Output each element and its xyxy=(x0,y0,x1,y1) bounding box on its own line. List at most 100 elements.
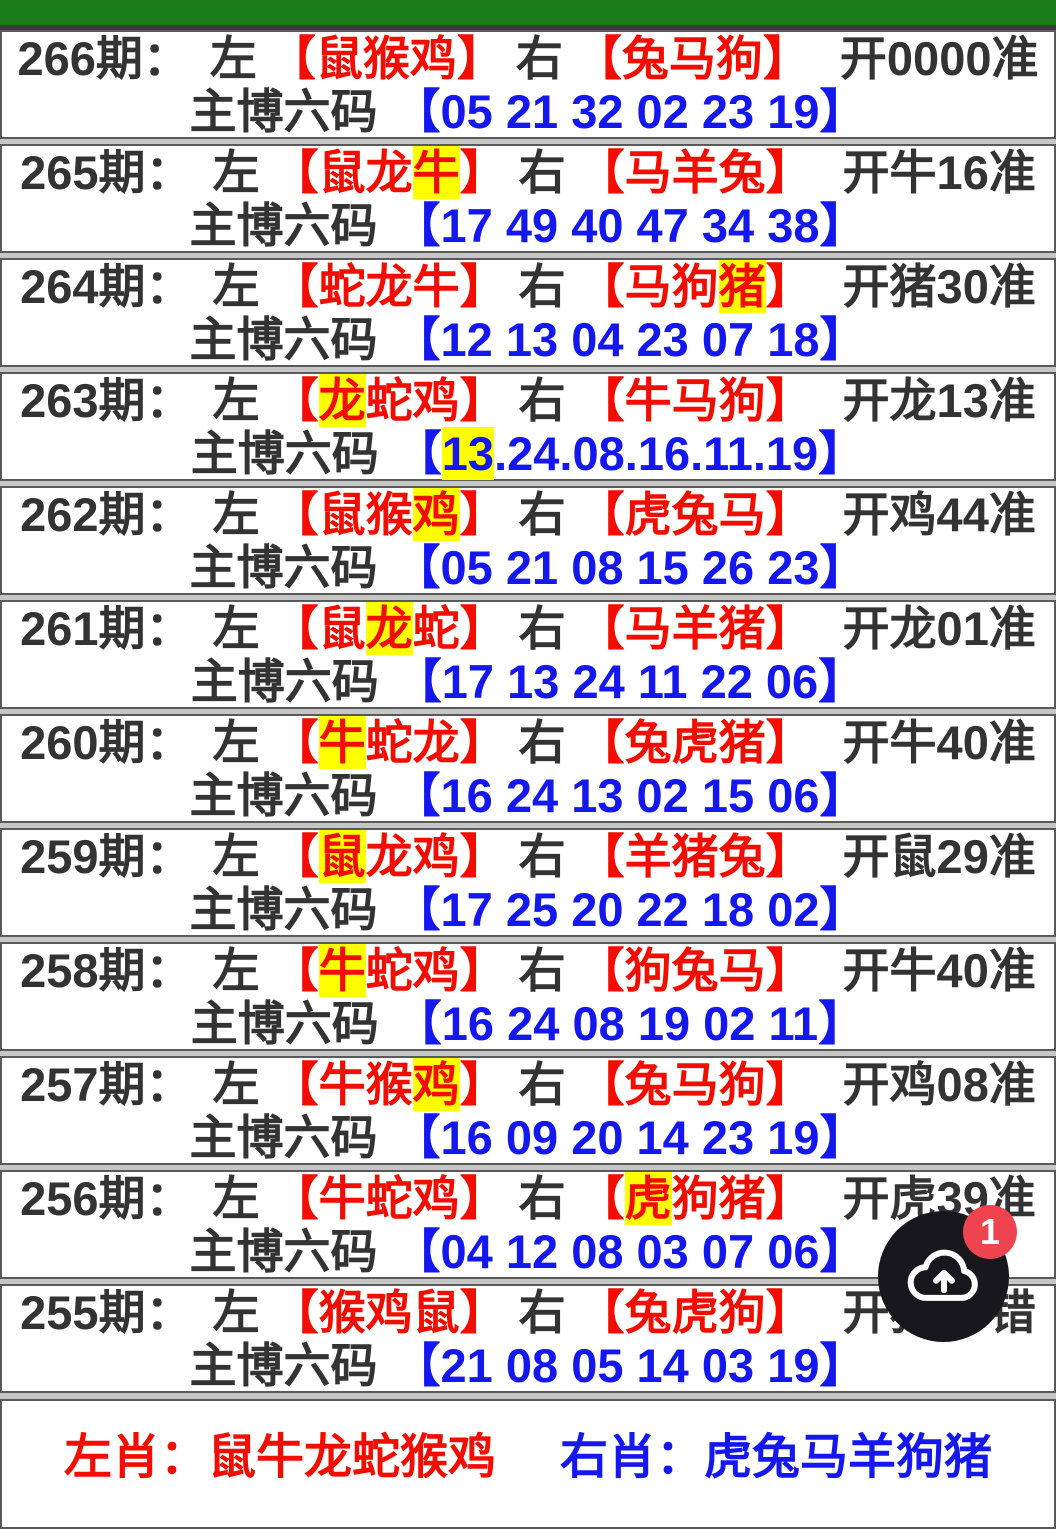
period-label: 264期： xyxy=(20,259,193,313)
right-zodiac-group: 【狗兔马】 xyxy=(577,943,813,997)
footer-summary: 左肖：鼠牛龙蛇猴鸡 右肖：虎兔马羊狗猪 xyxy=(0,1399,1056,1529)
right-label: 右 xyxy=(518,487,566,541)
period-label: 260期： xyxy=(20,715,193,769)
row-line-2: 主博六码 【17 13 24 11 22 06】 xyxy=(2,655,1054,708)
codes-group: 【16 09 20 14 23 19】 xyxy=(393,1110,867,1164)
codes-group: 【21 08 05 14 03 19】 xyxy=(393,1338,867,1392)
notification-badge: 1 xyxy=(963,1205,1017,1259)
row-line-2: 主博六码 【12 13 04 23 07 18】 xyxy=(2,313,1054,366)
codes-label: 主博六码 xyxy=(190,996,379,1050)
period-label: 256期： xyxy=(20,1171,193,1225)
row-line-1: 262期： 左 【鼠猴鸡】 右 【虎兔马】 开鸡44准 xyxy=(2,487,1054,541)
codes-group: 【16 24 13 02 15 06】 xyxy=(393,768,867,822)
cloud-upload-icon xyxy=(907,1249,978,1301)
codes-label: 主博六码 xyxy=(189,1110,378,1164)
left-zodiac-group: 【龙蛇鸡】 xyxy=(271,373,507,427)
row-line-1: 264期： 左 【蛇龙牛】 右 【马狗猪】 开猪30准 xyxy=(2,259,1054,313)
left-label: 左 xyxy=(212,601,260,655)
left-label: 左 xyxy=(212,487,260,541)
left-label: 左 xyxy=(212,259,260,313)
row-line-1: 265期： 左 【鼠龙牛】 右 【马羊兔】 开牛16准 xyxy=(2,145,1054,199)
right-label: 右 xyxy=(518,373,566,427)
right-label: 右 xyxy=(515,31,563,85)
right-label: 右 xyxy=(518,1285,566,1339)
left-label: 左 xyxy=(212,1171,260,1225)
prediction-row: 260期： 左 【牛蛇龙】 右 【兔虎猪】 开牛40准 主博六码 【16 24 … xyxy=(0,714,1056,823)
right-zodiac-group: 【兔马狗】 xyxy=(574,31,810,85)
right-zodiac-group: 【虎狗猪】 xyxy=(577,1171,813,1225)
left-summary-value: 鼠牛龙蛇猴鸡 xyxy=(207,1431,496,1484)
right-zodiac-group: 【虎兔马】 xyxy=(577,487,813,541)
row-line-2: 主博六码 【16 24 13 02 15 06】 xyxy=(2,769,1054,822)
result-text: 开龙13准 xyxy=(842,373,1036,427)
period-label: 257期： xyxy=(20,1057,193,1111)
prediction-rows-list: 266期： 左 【鼠猴鸡】 右 【兔马狗】 开0000准 主博六码 【05 21… xyxy=(0,30,1056,1393)
row-line-2: 主博六码 【17 49 40 47 34 38】 xyxy=(2,199,1054,252)
codes-group: 【17 25 20 22 18 02】 xyxy=(393,882,867,936)
left-label: 左 xyxy=(212,145,260,199)
prediction-row: 266期： 左 【鼠猴鸡】 右 【兔马狗】 开0000准 主博六码 【05 21… xyxy=(0,30,1056,139)
row-line-1: 256期： 左 【牛蛇鸡】 右 【虎狗猪】 开虎39准 xyxy=(2,1171,1054,1225)
result-text: 开牛40准 xyxy=(842,943,1036,997)
result-text: 开鸡08准 xyxy=(842,1057,1036,1111)
left-label: 左 xyxy=(212,373,260,427)
codes-label: 主博六码 xyxy=(189,198,378,252)
row-line-1: 260期： 左 【牛蛇龙】 右 【兔虎猪】 开牛40准 xyxy=(2,715,1054,769)
left-label: 左 xyxy=(209,31,257,85)
left-label: 左 xyxy=(212,1285,260,1339)
left-zodiac-group: 【鼠龙鸡】 xyxy=(271,829,507,883)
row-line-1: 266期： 左 【鼠猴鸡】 右 【兔马狗】 开0000准 xyxy=(2,32,1054,85)
right-label: 右 xyxy=(518,601,566,655)
codes-label: 主博六码 xyxy=(190,426,379,480)
right-zodiac-group: 【兔虎狗】 xyxy=(577,1285,813,1339)
period-label: 259期： xyxy=(20,829,193,883)
codes-label: 主博六码 xyxy=(190,654,379,708)
right-label: 右 xyxy=(518,715,566,769)
right-zodiac-group: 【马狗猪】 xyxy=(577,259,813,313)
codes-label: 主博六码 xyxy=(189,768,378,822)
prediction-row: 261期： 左 【鼠龙蛇】 右 【马羊猪】 开龙01准 主博六码 【17 13 … xyxy=(0,600,1056,709)
left-zodiac-group: 【鼠猴鸡】 xyxy=(271,487,507,541)
left-label: 左 xyxy=(212,715,260,769)
result-text: 开鼠29准 xyxy=(842,829,1036,883)
left-zodiac-group: 【蛇龙牛】 xyxy=(271,259,507,313)
prediction-row: 265期： 左 【鼠龙牛】 右 【马羊兔】 开牛16准 主博六码 【17 49 … xyxy=(0,144,1056,253)
right-summary-value: 虎兔马羊狗猪 xyxy=(704,1431,993,1484)
left-zodiac-group: 【鼠龙牛】 xyxy=(271,145,507,199)
row-line-1: 263期： 左 【龙蛇鸡】 右 【牛马狗】 开龙13准 xyxy=(2,373,1054,427)
period-label: 263期： xyxy=(20,373,193,427)
right-zodiac-group: 【马羊猪】 xyxy=(577,601,813,655)
codes-label: 主博六码 xyxy=(189,882,378,936)
right-zodiac-group: 【兔马狗】 xyxy=(577,1057,813,1111)
row-line-2: 主博六码 【05 21 32 02 23 19】 xyxy=(2,85,1054,138)
result-text: 开龙01准 xyxy=(842,601,1036,655)
prediction-row: 263期： 左 【龙蛇鸡】 右 【牛马狗】 开龙13准 主博六码 【13.24.… xyxy=(0,372,1056,481)
left-zodiac-group: 【牛蛇鸡】 xyxy=(271,943,507,997)
period-label: 266期： xyxy=(17,31,190,85)
right-label: 右 xyxy=(518,829,566,883)
codes-label: 主博六码 xyxy=(189,540,378,594)
right-zodiac-group: 【马羊兔】 xyxy=(577,145,813,199)
row-line-2: 主博六码 【16 24 08 19 02 11】 xyxy=(2,997,1054,1050)
codes-group: 【05 21 08 15 26 23】 xyxy=(393,540,867,594)
period-label: 261期： xyxy=(20,601,193,655)
row-line-1: 258期： 左 【牛蛇鸡】 右 【狗兔马】 开牛40准 xyxy=(2,943,1054,997)
codes-group: 【17 49 40 47 34 38】 xyxy=(393,198,867,252)
codes-label: 主博六码 xyxy=(189,1338,378,1392)
left-zodiac-group: 【牛猴鸡】 xyxy=(271,1057,507,1111)
download-fab[interactable]: 1 xyxy=(878,1205,1017,1342)
right-label: 右 xyxy=(518,943,566,997)
codes-group: 【13.24.08.16.11.19】 xyxy=(394,426,866,480)
left-zodiac-group: 【鼠猴鸡】 xyxy=(268,31,504,85)
row-line-2: 主博六码 【13.24.08.16.11.19】 xyxy=(2,426,1054,480)
codes-label: 主博六码 xyxy=(189,312,378,366)
right-summary-label: 右肖： xyxy=(560,1431,705,1484)
prediction-row: 264期： 左 【蛇龙牛】 右 【马狗猪】 开猪30准 主博六码 【12 13 … xyxy=(0,258,1056,367)
prediction-row: 259期： 左 【鼠龙鸡】 右 【羊猪兔】 开鼠29准 主博六码 【17 25 … xyxy=(0,828,1056,937)
left-zodiac-group: 【牛蛇鸡】 xyxy=(271,1171,507,1225)
prediction-row: 262期： 左 【鼠猴鸡】 右 【虎兔马】 开鸡44准 主博六码 【05 21 … xyxy=(0,486,1056,595)
row-line-2: 主博六码 【04 12 08 03 07 06】 xyxy=(2,1225,1054,1278)
period-label: 262期： xyxy=(20,487,193,541)
right-zodiac-summary: 右肖：虎兔马羊狗猪 xyxy=(560,1417,992,1487)
left-label: 左 xyxy=(212,1057,260,1111)
